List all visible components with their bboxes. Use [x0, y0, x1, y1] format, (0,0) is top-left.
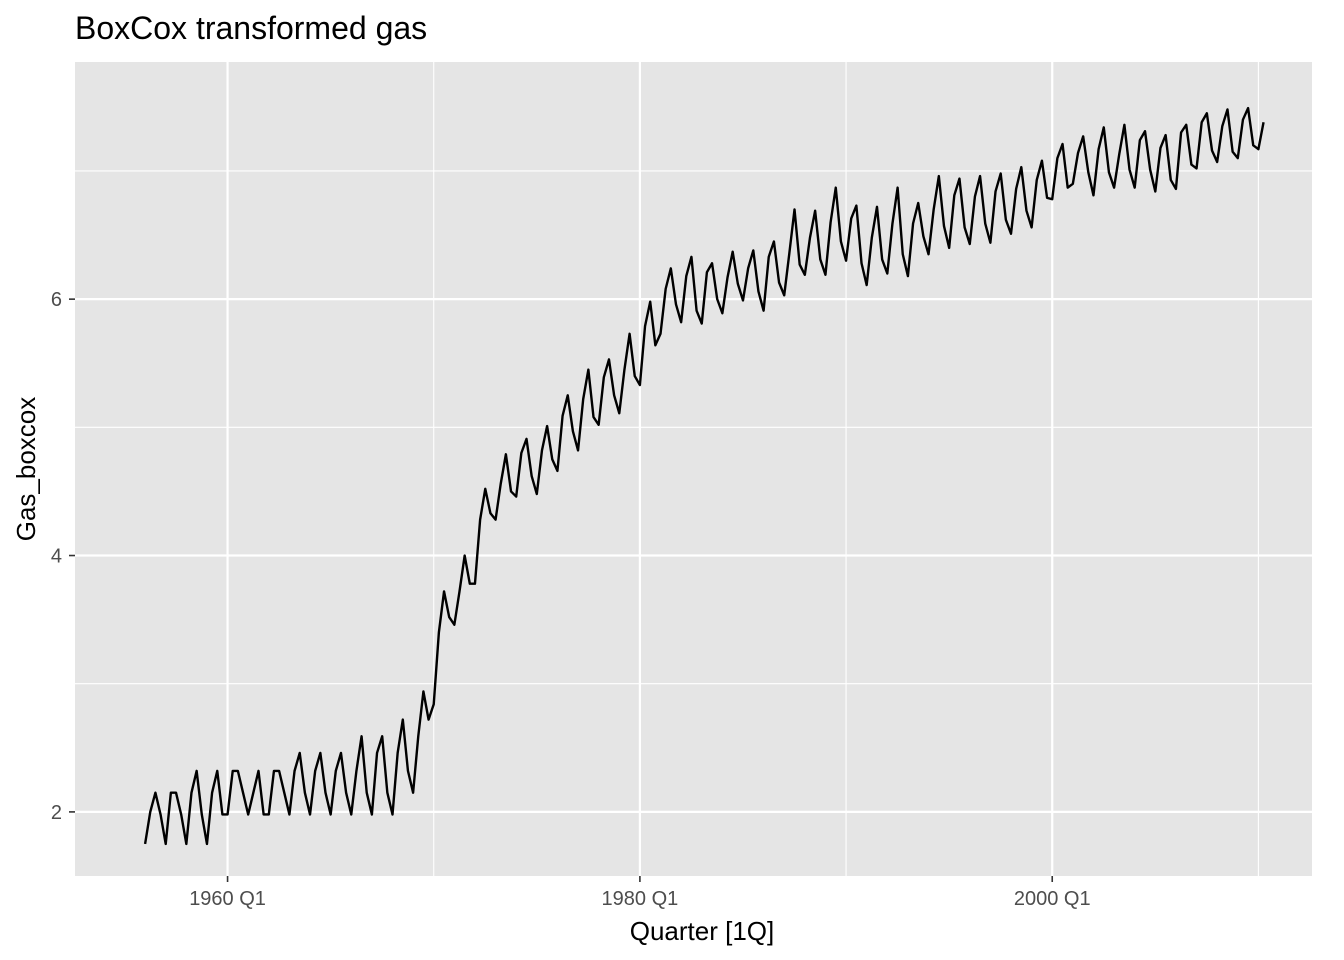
y-axis: 2 4 6 [51, 289, 75, 824]
minor-gridlines [75, 62, 1312, 876]
x-tick-label: 2000 Q1 [1014, 888, 1091, 910]
y-axis-title: Gas_boxcox [11, 397, 41, 542]
series-line [143, 106, 1265, 846]
x-axis-title: Quarter [1Q] [630, 916, 775, 946]
y-tick-label: 2 [51, 802, 62, 824]
y-tick-label: 6 [51, 289, 62, 311]
chart-title: BoxCox transformed gas [75, 10, 427, 46]
plot-panel [75, 62, 1312, 876]
x-tick-label: 1960 Q1 [189, 888, 266, 910]
y-tick-label: 4 [51, 546, 62, 568]
x-tick-label: 1980 Q1 [602, 888, 679, 910]
x-axis: 1960 Q1 1980 Q1 2000 Q1 [189, 876, 1091, 910]
series-layer [143, 106, 1265, 846]
major-gridlines [75, 62, 1312, 876]
